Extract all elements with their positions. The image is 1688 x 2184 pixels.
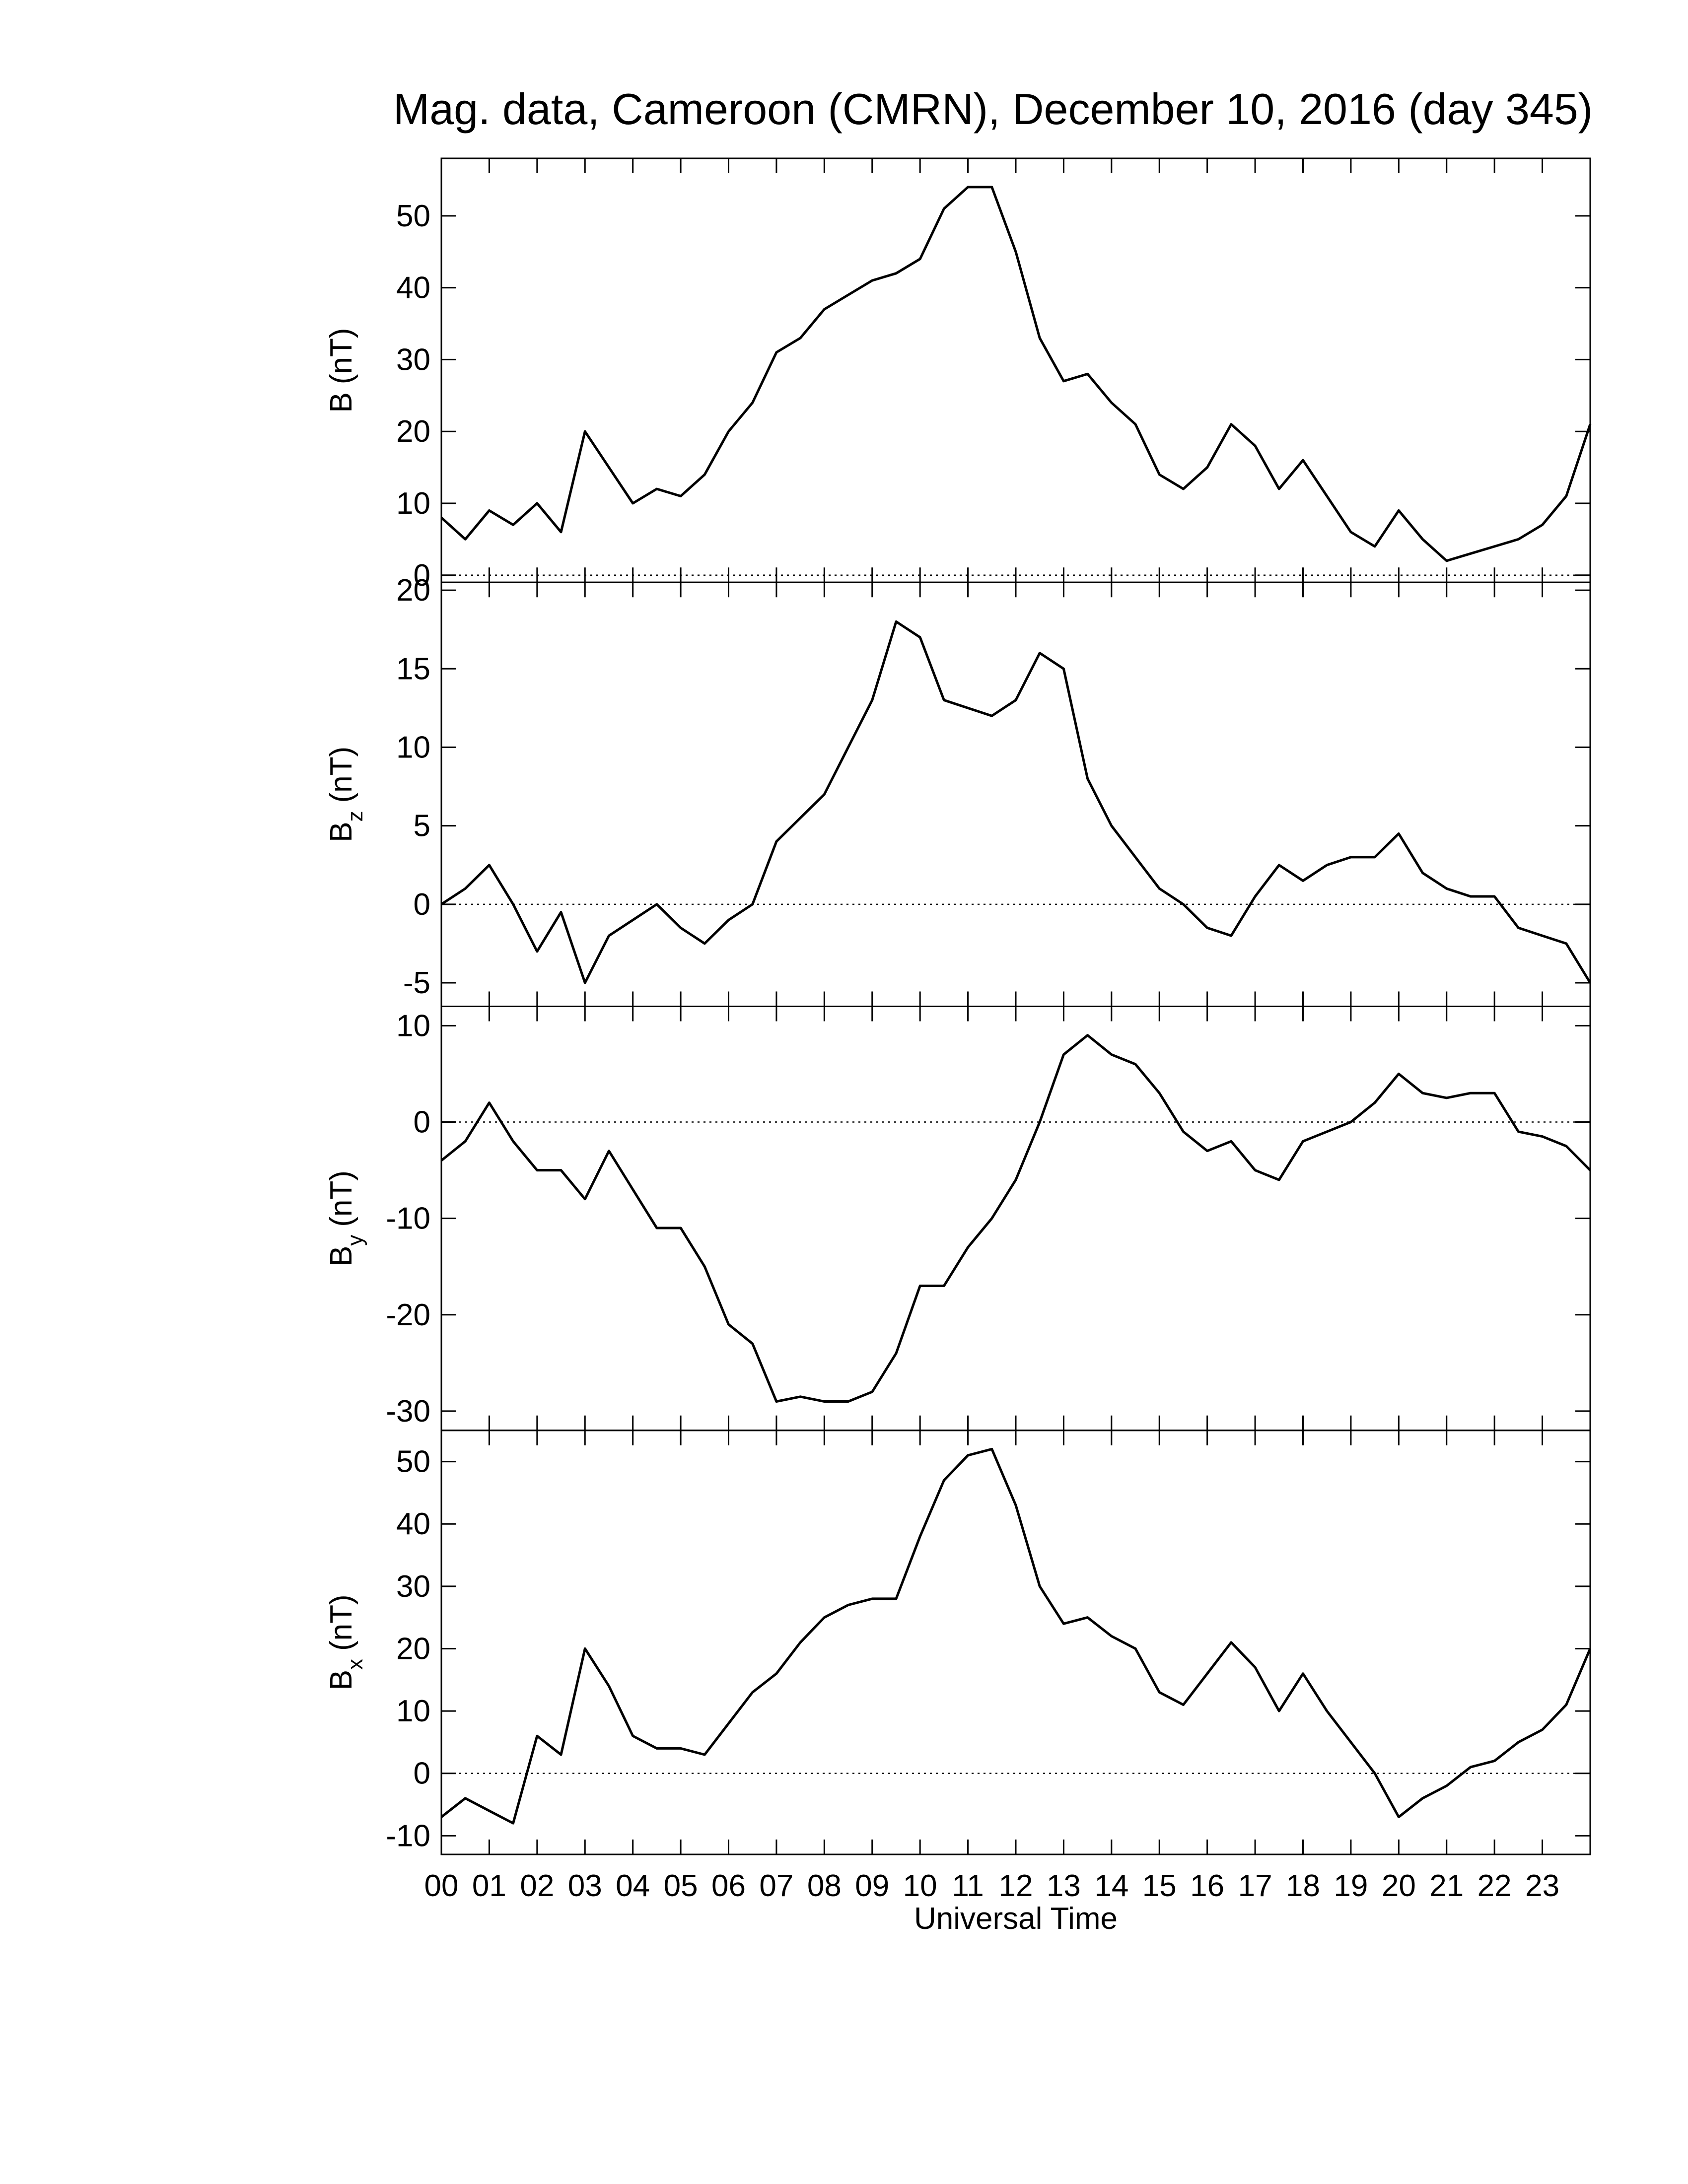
y-tick-label: 10 bbox=[396, 1694, 430, 1728]
y-tick-label: 0 bbox=[414, 1105, 430, 1139]
x-tick-label: 04 bbox=[616, 1869, 650, 1903]
plot-frame bbox=[440, 1006, 1591, 1432]
data-line bbox=[440, 186, 1592, 562]
y-tick-label: -5 bbox=[403, 966, 430, 1000]
y-tick-label: 10 bbox=[396, 1009, 430, 1043]
x-tick-label: 10 bbox=[903, 1869, 937, 1903]
y-tick-label: -10 bbox=[386, 1202, 430, 1236]
y-tick-label: 30 bbox=[396, 342, 430, 377]
plot-frame bbox=[440, 1430, 1591, 1855]
x-tick-label: 18 bbox=[1286, 1869, 1320, 1903]
x-tick-label: 01 bbox=[472, 1869, 506, 1903]
x-tick-label: 19 bbox=[1334, 1869, 1368, 1903]
x-tick-label: 14 bbox=[1094, 1869, 1128, 1903]
x-tick-label: 12 bbox=[999, 1869, 1033, 1903]
y-label-subscript: x bbox=[343, 1659, 367, 1670]
y-tick-label: -30 bbox=[386, 1394, 430, 1429]
y-axis-label: Bx (nT) bbox=[324, 1594, 367, 1690]
plot-frame bbox=[440, 581, 1591, 1007]
x-tick-label: 20 bbox=[1382, 1869, 1416, 1903]
x-tick-label: 21 bbox=[1429, 1869, 1464, 1903]
y-tick-label: 0 bbox=[414, 558, 430, 593]
x-tick-label: 02 bbox=[520, 1869, 554, 1903]
x-tick-label: 06 bbox=[711, 1869, 746, 1903]
y-axis-label: Bz (nT) bbox=[324, 747, 367, 842]
data-line bbox=[440, 1034, 1591, 1403]
y-tick-label: 0 bbox=[414, 887, 430, 922]
y-tick-label: 10 bbox=[396, 486, 430, 521]
y-tick-label: 40 bbox=[396, 1507, 430, 1541]
y-tick-label: 20 bbox=[396, 573, 430, 608]
x-tick-label: 17 bbox=[1238, 1869, 1272, 1903]
x-tick-label: 13 bbox=[1047, 1869, 1081, 1903]
y-tick-label: 30 bbox=[396, 1570, 430, 1604]
x-tick-label: 23 bbox=[1525, 1869, 1559, 1903]
x-tick-label: 22 bbox=[1477, 1869, 1512, 1903]
y-label-unit: (nT) bbox=[324, 1594, 358, 1651]
x-tick-label: 11 bbox=[952, 1869, 984, 1903]
x-tick-label: 08 bbox=[807, 1869, 842, 1903]
y-axis-label: B (nT) bbox=[324, 328, 358, 413]
y-tick-label: 50 bbox=[396, 199, 430, 233]
y-tick-label: 20 bbox=[396, 1632, 430, 1666]
y-label-unit: (nT) bbox=[324, 1170, 358, 1227]
y-label-symbol: B bbox=[324, 1670, 358, 1690]
y-axis-label: By (nT) bbox=[324, 1170, 367, 1266]
y-label-subscript: z bbox=[343, 811, 367, 822]
x-tick-label: 00 bbox=[424, 1869, 459, 1903]
figure-title: Mag. data, Cameroon (CMRN), December 10,… bbox=[393, 84, 1593, 134]
x-tick-label: 03 bbox=[568, 1869, 602, 1903]
y-label-unit: (nT) bbox=[324, 328, 358, 385]
x-axis-label: Universal Time bbox=[914, 1902, 1118, 1936]
x-tick-label: 16 bbox=[1190, 1869, 1224, 1903]
y-tick-label: 15 bbox=[396, 652, 430, 686]
y-tick-label: -20 bbox=[386, 1298, 430, 1332]
y-tick-label: 40 bbox=[396, 271, 430, 305]
y-tick-label: 0 bbox=[414, 1757, 430, 1791]
y-tick-label: 20 bbox=[396, 414, 430, 449]
y-tick-label: 10 bbox=[396, 730, 430, 764]
x-tick-label: 09 bbox=[855, 1869, 889, 1903]
x-tick-label: 05 bbox=[664, 1869, 698, 1903]
y-tick-label: -10 bbox=[386, 1819, 430, 1853]
y-label-subscript: y bbox=[343, 1235, 367, 1246]
x-tick-label: 07 bbox=[759, 1869, 793, 1903]
data-line bbox=[440, 1447, 1592, 1825]
y-tick-label: 5 bbox=[414, 809, 430, 843]
y-label-unit: (nT) bbox=[324, 747, 358, 803]
plot-frame bbox=[440, 157, 1591, 583]
y-label-symbol: B bbox=[324, 822, 358, 842]
data-line bbox=[440, 620, 1592, 984]
y-label-symbol: B bbox=[324, 392, 358, 412]
x-tick-label: 15 bbox=[1142, 1869, 1177, 1903]
y-label-symbol: B bbox=[324, 1246, 358, 1266]
y-tick-label: 50 bbox=[396, 1445, 430, 1479]
